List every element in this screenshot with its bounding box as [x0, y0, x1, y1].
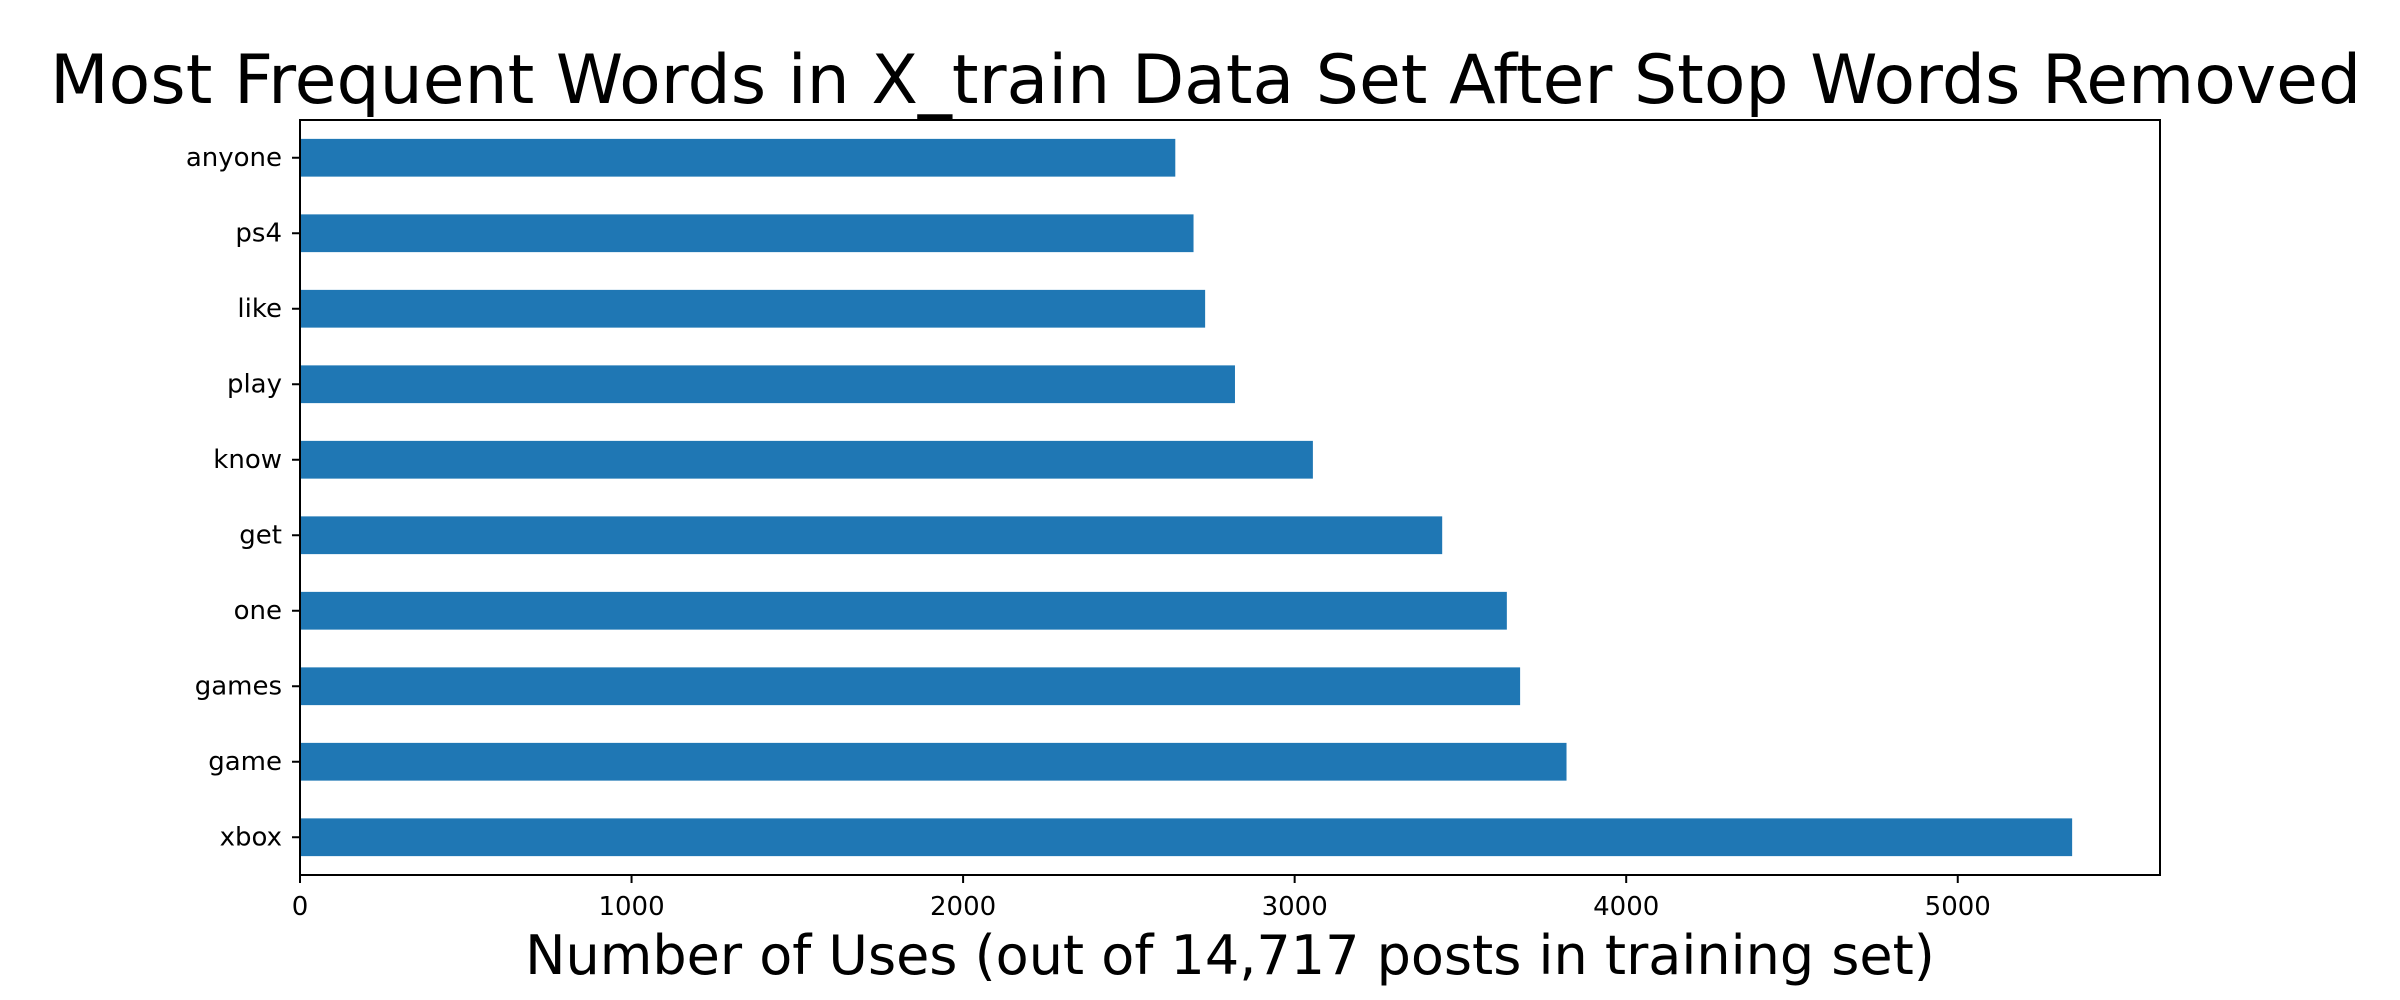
y-axis-ticks: anyone ps4 like play know get one games game xbox: [186, 143, 300, 852]
plot-area-frame: [299, 119, 2161, 876]
bar-know: [300, 440, 1313, 479]
y-tick-label-play: play: [227, 369, 282, 399]
y-tick-label-know: know: [213, 445, 282, 475]
bar-play: [300, 365, 1235, 404]
x-axis-label: Number of Uses (out of 14,717 posts in t…: [525, 924, 1935, 987]
bar-one: [300, 591, 1507, 630]
bar-game: [300, 742, 1567, 781]
bars-group: [300, 138, 2073, 857]
bar-anyone: [300, 138, 1176, 177]
x-tick-label-1000: 1000: [598, 892, 664, 922]
bar-get: [300, 516, 1443, 555]
x-axis-ticks: 0 1000 2000 3000 4000 5000: [292, 875, 1991, 922]
y-tick-label-games: games: [195, 671, 282, 701]
chart-title: Most Frequent Words in X_train Data Set …: [50, 41, 2361, 120]
x-tick-label-5000: 5000: [1925, 892, 1991, 922]
x-tick-label-2000: 2000: [930, 892, 996, 922]
x-tick-label-3000: 3000: [1262, 892, 1328, 922]
y-tick-label-one: one: [234, 596, 282, 626]
y-tick-label-like: like: [237, 294, 282, 324]
bar-xbox: [300, 818, 2073, 857]
y-tick-label-anyone: anyone: [186, 143, 282, 173]
y-tick-label-get: get: [239, 520, 282, 550]
y-tick-label-ps4: ps4: [235, 218, 282, 248]
y-tick-label-game: game: [208, 747, 282, 777]
y-tick-label-xbox: xbox: [220, 822, 282, 852]
bar-like: [300, 289, 1206, 328]
x-tick-label-0: 0: [292, 892, 309, 922]
x-tick-label-4000: 4000: [1593, 892, 1659, 922]
bar-ps4: [300, 214, 1194, 253]
bar-games: [300, 667, 1521, 706]
